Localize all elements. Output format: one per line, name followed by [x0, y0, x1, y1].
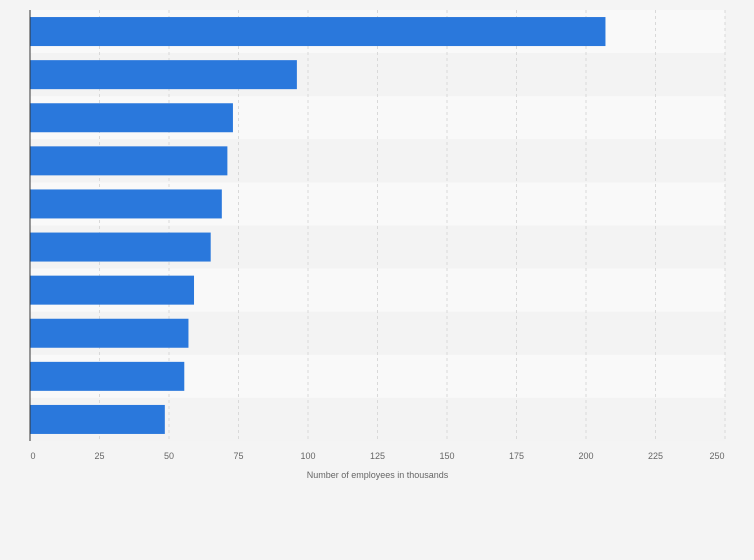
bars [30, 17, 606, 434]
bar [30, 232, 211, 262]
bar [30, 404, 165, 434]
x-tick-label: 225 [648, 451, 663, 461]
x-tick-label: 100 [300, 451, 315, 461]
x-tick-label: 250 [709, 451, 724, 461]
bar [30, 318, 189, 348]
x-tick-label: 150 [439, 451, 454, 461]
x-tick-label: 25 [94, 451, 104, 461]
x-tick-label: 125 [370, 451, 385, 461]
x-tick-label: 200 [578, 451, 593, 461]
bar [30, 361, 185, 391]
x-tick-labels: 0 25 50 75 100 125 150 175 200 225 250 [30, 451, 724, 461]
x-tick-label: 50 [164, 451, 174, 461]
bar [30, 103, 233, 133]
bar [30, 60, 297, 90]
bar [30, 146, 228, 176]
bar [30, 275, 195, 305]
bar [30, 17, 606, 47]
x-tick-label: 75 [233, 451, 243, 461]
x-tick-label: 0 [30, 451, 35, 461]
x-axis-title: Number of employees in thousands [307, 470, 449, 480]
bar [30, 189, 222, 219]
x-tick-label: 175 [509, 451, 524, 461]
